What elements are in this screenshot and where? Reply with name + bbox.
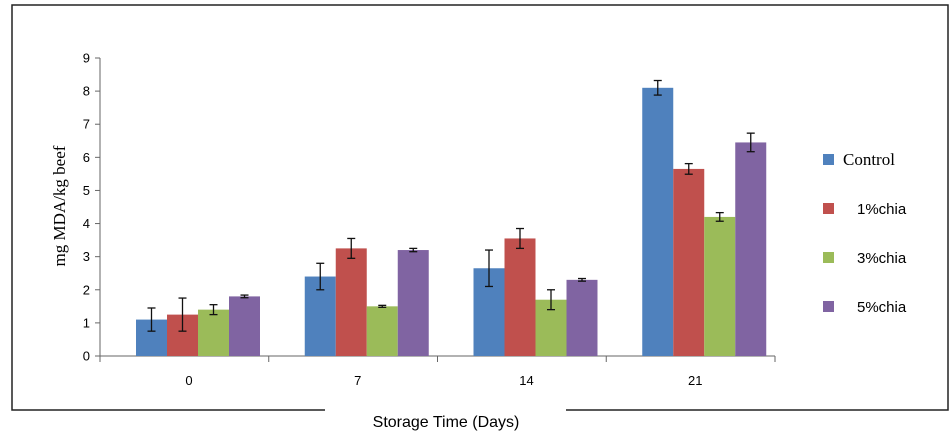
y-tick-label: 8 bbox=[83, 84, 90, 99]
x-tick-label: 7 bbox=[354, 373, 361, 388]
bar-1-chia bbox=[673, 168, 705, 356]
x-tick-label: 0 bbox=[185, 373, 192, 388]
bar-5-chia bbox=[566, 279, 598, 356]
bar-3-chia bbox=[366, 306, 398, 356]
x-tick-label: 14 bbox=[519, 373, 533, 388]
legend-swatch bbox=[823, 154, 834, 165]
bar-3-chia bbox=[198, 309, 229, 356]
bar-control bbox=[642, 87, 674, 357]
bar-5-chia bbox=[229, 296, 260, 356]
y-tick-label: 6 bbox=[83, 150, 90, 165]
bar-1-chia bbox=[504, 238, 536, 356]
legend-swatch bbox=[823, 203, 834, 214]
legend-label: 5%chia bbox=[857, 299, 907, 316]
y-tick-label: 3 bbox=[83, 249, 90, 264]
y-tick-label: 5 bbox=[83, 183, 90, 198]
y-tick-label: 0 bbox=[83, 349, 90, 364]
y-tick-label: 9 bbox=[83, 51, 90, 66]
y-tick-label: 1 bbox=[83, 315, 90, 330]
legend-label: 3%chia bbox=[857, 250, 907, 267]
chart-frame bbox=[11, 4, 949, 411]
y-axis-label: mg MDA/kg beef bbox=[50, 145, 69, 266]
y-tick-label: 4 bbox=[83, 216, 90, 231]
plot-area: 0 1 2 3 4 5 6 7 8 9 0 7 14 21 bbox=[83, 51, 776, 388]
bar-5-chia bbox=[397, 250, 429, 356]
legend-label: Control bbox=[843, 150, 895, 169]
y-tick-label: 7 bbox=[83, 117, 90, 132]
x-axis-label: Storage Time (Days) bbox=[373, 414, 520, 431]
legend-label: 1%chia bbox=[857, 201, 907, 218]
legend: Control 1%chia 3%chia 5%chia bbox=[823, 150, 907, 316]
bar-5-chia bbox=[735, 142, 767, 356]
bar-3-chia bbox=[704, 216, 736, 356]
x-tick-label: 21 bbox=[688, 373, 702, 388]
bar-1-chia bbox=[335, 248, 367, 356]
legend-swatch bbox=[823, 301, 834, 312]
legend-swatch bbox=[823, 252, 834, 263]
y-tick-label: 2 bbox=[83, 282, 90, 297]
